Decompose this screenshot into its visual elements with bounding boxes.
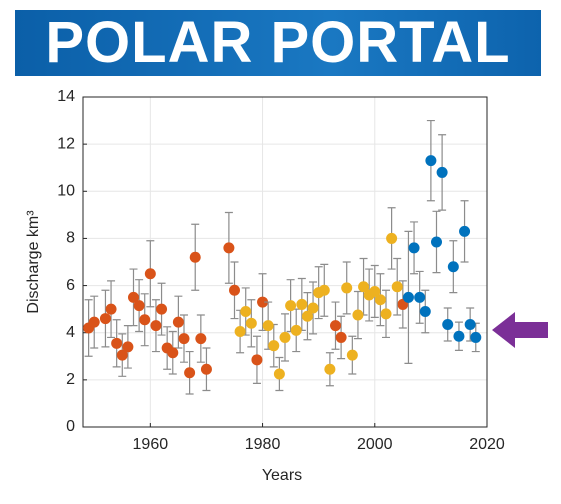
data-point [279, 331, 291, 343]
data-point [99, 313, 111, 325]
data-point [436, 166, 448, 178]
data-point [150, 320, 162, 332]
data-point [425, 155, 437, 167]
y-tick-label: 14 [57, 88, 75, 105]
data-point [257, 296, 269, 308]
y-tick-label: 12 [57, 135, 75, 152]
data-point [178, 333, 190, 345]
data-point [470, 331, 482, 343]
data-point [156, 303, 168, 315]
data-point [464, 318, 476, 330]
data-point [105, 303, 117, 315]
data-point [453, 330, 465, 342]
data-point [352, 309, 364, 321]
y-tick-label: 6 [66, 277, 75, 294]
data-point [301, 310, 313, 322]
y-axis-label: Discharge km³ [25, 210, 42, 314]
data-point [262, 320, 274, 332]
data-point [172, 316, 184, 328]
data-point [240, 306, 252, 317]
data-point [273, 368, 285, 380]
data-point [116, 349, 128, 361]
data-point [402, 291, 414, 303]
x-tick-label: 1960 [133, 436, 169, 453]
data-point [223, 242, 235, 254]
data-point [307, 302, 319, 314]
data-point [251, 354, 263, 366]
data-point [374, 294, 386, 306]
data-point [414, 291, 426, 303]
data-point [184, 367, 196, 379]
y-tick-label: 0 [66, 418, 75, 435]
banner: POLAR PORTAL [15, 10, 541, 76]
y-tick-label: 2 [66, 371, 75, 388]
data-point [459, 225, 471, 237]
data-point [200, 363, 212, 375]
arrow [492, 312, 548, 348]
data-point [229, 284, 240, 296]
data-point [431, 236, 442, 248]
x-tick-label: 2020 [469, 436, 505, 453]
data-point [447, 261, 459, 273]
data-point [386, 232, 398, 244]
data-point [122, 341, 134, 353]
data-point [408, 242, 420, 254]
data-point [324, 363, 336, 375]
data-point [128, 291, 139, 303]
data-point [144, 268, 156, 280]
data-point [335, 331, 347, 343]
y-tick-label: 8 [66, 230, 75, 247]
data-point [167, 347, 179, 359]
y-tick-label: 4 [66, 324, 75, 341]
data-point [346, 349, 358, 361]
x-tick-label: 2000 [357, 436, 393, 453]
data-point [369, 285, 381, 297]
data-point [268, 340, 280, 352]
data-point [139, 314, 151, 326]
data-point [189, 251, 201, 263]
data-point [290, 324, 302, 336]
data-point [391, 281, 403, 293]
x-axis-label: Years [262, 467, 302, 484]
data-point [195, 333, 207, 345]
data-point [358, 281, 370, 293]
data-point [133, 300, 145, 312]
y-tick-label: 10 [57, 183, 75, 200]
data-point [245, 317, 257, 329]
data-point [442, 318, 454, 330]
data-point [234, 326, 246, 338]
data-point [88, 316, 100, 328]
data-point [111, 337, 123, 349]
data-point [296, 298, 308, 310]
data-point [330, 320, 341, 332]
data-point [285, 300, 297, 312]
data-point [380, 308, 392, 320]
data-point [419, 306, 431, 317]
data-point [341, 282, 353, 294]
x-tick-label: 1980 [245, 436, 281, 453]
plot-frame [82, 96, 488, 428]
data-point [318, 284, 330, 296]
